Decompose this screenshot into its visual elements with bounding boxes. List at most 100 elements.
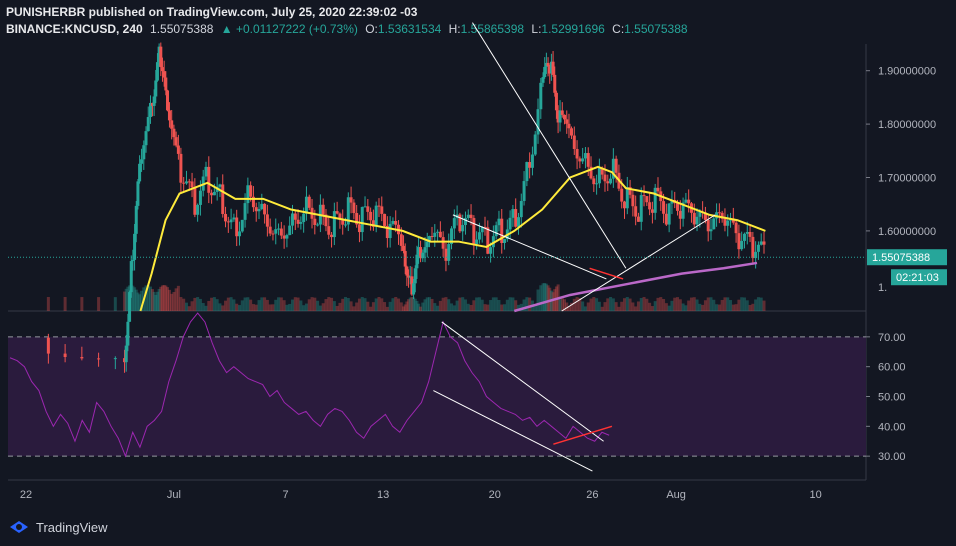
close-label: C: bbox=[612, 22, 625, 36]
volume-bar bbox=[391, 298, 395, 311]
candle-body bbox=[720, 212, 724, 219]
candle-body bbox=[341, 219, 345, 225]
candle-body bbox=[371, 220, 375, 227]
volume-bar bbox=[237, 305, 241, 311]
volume-bar bbox=[475, 297, 479, 311]
volume-bar bbox=[63, 297, 67, 311]
volume-bar bbox=[567, 306, 571, 311]
volume-bar bbox=[423, 299, 427, 311]
candle-body bbox=[221, 184, 225, 214]
candle-body bbox=[293, 213, 297, 220]
volume-bar bbox=[740, 297, 744, 311]
volume-bar bbox=[592, 297, 596, 311]
candle-body bbox=[480, 226, 484, 233]
candle-body bbox=[549, 61, 553, 74]
candle-body bbox=[483, 226, 487, 228]
volume-bar bbox=[639, 298, 643, 311]
candle-body bbox=[444, 248, 448, 261]
candle-body bbox=[723, 218, 727, 226]
candle-body bbox=[609, 178, 613, 184]
volume-bar bbox=[703, 300, 707, 311]
volume-bar bbox=[511, 297, 515, 311]
volume-bar bbox=[383, 302, 387, 311]
volume-bar bbox=[614, 302, 618, 311]
candle-body bbox=[583, 153, 587, 159]
candle-body bbox=[166, 90, 170, 111]
volume-bar bbox=[581, 301, 585, 311]
open-value: 1.53631534 bbox=[377, 22, 442, 36]
volume-bar bbox=[324, 299, 328, 311]
candle-body bbox=[410, 276, 414, 295]
candle-body bbox=[567, 123, 571, 129]
volume-bar bbox=[715, 304, 719, 311]
volume-bar bbox=[321, 303, 325, 311]
candle-body bbox=[500, 218, 504, 243]
candle-body bbox=[46, 337, 50, 354]
candle-body bbox=[321, 204, 325, 215]
candle-body bbox=[240, 219, 244, 232]
candle-body bbox=[408, 276, 412, 278]
candle-body bbox=[731, 218, 735, 223]
volume-bar bbox=[662, 299, 666, 311]
volume-bar bbox=[516, 304, 520, 311]
volume-bar bbox=[207, 300, 211, 311]
candle-body bbox=[678, 210, 682, 219]
candle-body bbox=[399, 234, 403, 246]
rsi-trendline-lower bbox=[433, 390, 593, 472]
candle-body bbox=[751, 236, 755, 259]
candle-body bbox=[676, 203, 680, 211]
tradingview-brand[interactable]: TradingView bbox=[36, 519, 108, 535]
candle-body bbox=[383, 213, 387, 226]
candle-body bbox=[207, 166, 211, 193]
volume-bar bbox=[405, 301, 409, 311]
volume-bar bbox=[402, 306, 406, 311]
volume-bar bbox=[369, 306, 373, 311]
candle-body bbox=[737, 233, 741, 250]
volume-bar bbox=[751, 303, 755, 311]
candle-body bbox=[438, 231, 442, 238]
volume-bar bbox=[274, 299, 278, 311]
volume-bar bbox=[160, 285, 164, 311]
volume-bar bbox=[187, 306, 191, 311]
candle-body bbox=[572, 135, 576, 149]
volume-bar bbox=[670, 300, 674, 311]
candle-body bbox=[349, 197, 353, 203]
price-tick-label: 1.80000000 bbox=[878, 119, 936, 131]
candle-body bbox=[589, 166, 593, 179]
candle-body bbox=[628, 187, 632, 195]
candle-body bbox=[530, 154, 534, 168]
publisher-line: PUNISHERBR published on TradingView.com,… bbox=[6, 5, 417, 19]
candle-body bbox=[709, 229, 713, 232]
candle-body bbox=[374, 205, 378, 227]
volume-bar bbox=[310, 297, 314, 311]
volume-bar bbox=[371, 302, 375, 311]
candle-body bbox=[611, 158, 615, 179]
volume-bar bbox=[268, 304, 272, 311]
candle-body bbox=[423, 247, 427, 253]
volume-bar bbox=[282, 300, 286, 311]
candle-body bbox=[159, 46, 163, 68]
candle-body bbox=[113, 358, 117, 360]
volume-bar bbox=[458, 297, 462, 311]
candle-body bbox=[187, 181, 191, 183]
volume-bar bbox=[344, 297, 348, 311]
volume-bar bbox=[403, 304, 407, 311]
candle-body bbox=[133, 233, 137, 260]
volume-bar bbox=[712, 299, 716, 311]
candle-body bbox=[366, 206, 370, 212]
candle-body bbox=[327, 226, 331, 235]
candle-body bbox=[288, 225, 292, 236]
volume-bar bbox=[341, 298, 345, 311]
low-label: L: bbox=[531, 22, 542, 36]
volume-bar bbox=[399, 302, 403, 311]
candle-body bbox=[497, 218, 501, 226]
candles bbox=[46, 42, 766, 373]
rsi-band bbox=[8, 336, 866, 457]
candle-body bbox=[706, 219, 710, 232]
volume-bar bbox=[263, 297, 267, 311]
volume-bar bbox=[595, 298, 599, 311]
symbol[interactable]: BINANCE:KNCUSD, 240 bbox=[6, 22, 143, 36]
candle-body bbox=[578, 158, 582, 162]
volume-bar bbox=[285, 304, 289, 311]
